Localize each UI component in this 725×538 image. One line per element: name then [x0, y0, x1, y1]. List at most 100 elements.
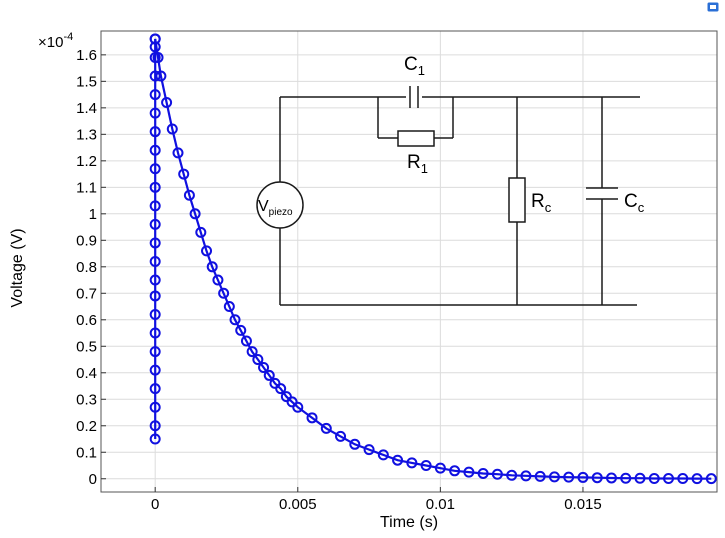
data-point: [149, 327, 161, 339]
data-point: [149, 364, 161, 376]
y-multiplier: ×10-4: [38, 31, 73, 51]
data-point: [620, 472, 632, 484]
data-point: [246, 346, 258, 358]
y-tick-label: 0.9: [76, 232, 97, 249]
data-point: [634, 472, 646, 484]
data-point: [149, 383, 161, 395]
data-point: [434, 462, 446, 474]
data-point: [534, 470, 546, 482]
data-point: [449, 465, 461, 477]
export-icon[interactable]: [707, 2, 719, 12]
data-point: [166, 123, 178, 135]
x-tick-label: 0: [151, 496, 159, 513]
y-tick-label: 0.7: [76, 285, 97, 302]
data-point: [648, 472, 660, 484]
data-point: [149, 274, 161, 286]
data-point: [349, 438, 361, 450]
tick-labels: 0 0.005 0.01 0.015 0 0.1 0.2 0.3 0.4 0.5 0.6 0.7 0.8…: [76, 47, 602, 513]
y-tick-label: 1: [89, 206, 97, 223]
data-point: [149, 218, 161, 230]
y-tick-label: 0.6: [76, 312, 97, 329]
data-point: [201, 245, 213, 257]
data-point: [149, 256, 161, 267]
data-point: [705, 473, 717, 485]
x-tick-label: 0.015: [564, 496, 602, 513]
data-point: [477, 467, 489, 479]
data-point: [149, 237, 161, 249]
data-point: [377, 449, 389, 461]
data-point: [149, 200, 161, 212]
data-point: [149, 401, 161, 413]
y-tick-label: 0.5: [76, 338, 97, 355]
data-point: [605, 472, 617, 484]
y-tick-label: 1.3: [76, 126, 97, 143]
y-tick-label: 0.4: [76, 365, 97, 382]
data-point: [392, 454, 404, 466]
data-point: [420, 460, 432, 472]
data-point: [189, 208, 201, 220]
data-point: [406, 457, 418, 469]
cc-label: Cc: [624, 191, 645, 215]
data-point: [263, 369, 275, 381]
data-point: [677, 472, 689, 484]
data-point: [691, 473, 703, 485]
data-point: [178, 168, 190, 180]
y-tick-label: 0: [89, 471, 97, 488]
y-tick-label: 0.3: [76, 391, 97, 408]
data-point: [235, 324, 247, 336]
data-point: [240, 335, 252, 347]
source-symbol: [256, 181, 304, 229]
data-point: [491, 468, 503, 480]
data-point: [149, 144, 161, 156]
data-point: [320, 422, 332, 434]
data-point: [183, 189, 195, 201]
data-point: [363, 444, 375, 456]
data-point: [172, 147, 184, 159]
x-tick-label: 0.005: [279, 496, 317, 513]
data-point: [335, 430, 347, 442]
data-point: [306, 412, 318, 424]
data-point: [275, 383, 287, 395]
x-axis-title: Time (s): [380, 514, 438, 531]
series-line-decay: [154, 38, 712, 480]
data-point: [195, 226, 207, 238]
data-point: [155, 70, 167, 82]
y-tick-label: 1.1: [76, 179, 97, 196]
data-point: [663, 472, 675, 484]
data-point: [149, 126, 161, 138]
data-point: [548, 471, 560, 483]
rc-label: Rc: [531, 191, 552, 215]
data-point: [149, 290, 161, 302]
data-point: [218, 287, 230, 299]
data-point: [149, 181, 161, 193]
source-label: Vpiezo: [258, 198, 293, 218]
y-tick-label: 1.4: [76, 100, 97, 117]
circuit-labels: C1 R1 Vpiezo Rc Cc: [258, 54, 645, 218]
data-point: [223, 301, 235, 313]
plot-frame: [100, 30, 718, 493]
series-voltage: [149, 33, 717, 485]
data-point: [149, 420, 161, 432]
data-point: [229, 314, 241, 326]
c1-label: C1: [404, 54, 425, 78]
data-point: [577, 471, 589, 483]
data-point: [149, 346, 161, 358]
data-point: [292, 401, 304, 413]
data-point: [563, 471, 575, 483]
data-point: [152, 51, 164, 63]
data-point: [206, 261, 218, 273]
y-tick-label: 0.8: [76, 259, 97, 276]
y-tick-label: 0.1: [76, 444, 97, 461]
data-point: [520, 470, 532, 482]
data-point: [591, 472, 603, 484]
circuit-diagram: [256, 86, 640, 306]
data-point: [149, 33, 161, 45]
data-point: [212, 274, 224, 286]
data-point: [252, 354, 264, 366]
data-point: [149, 433, 161, 445]
data-point: [149, 308, 161, 320]
r1-symbol: [397, 130, 435, 147]
y-tick-label: 1.6: [76, 47, 97, 64]
r1-label: R1: [407, 152, 428, 176]
